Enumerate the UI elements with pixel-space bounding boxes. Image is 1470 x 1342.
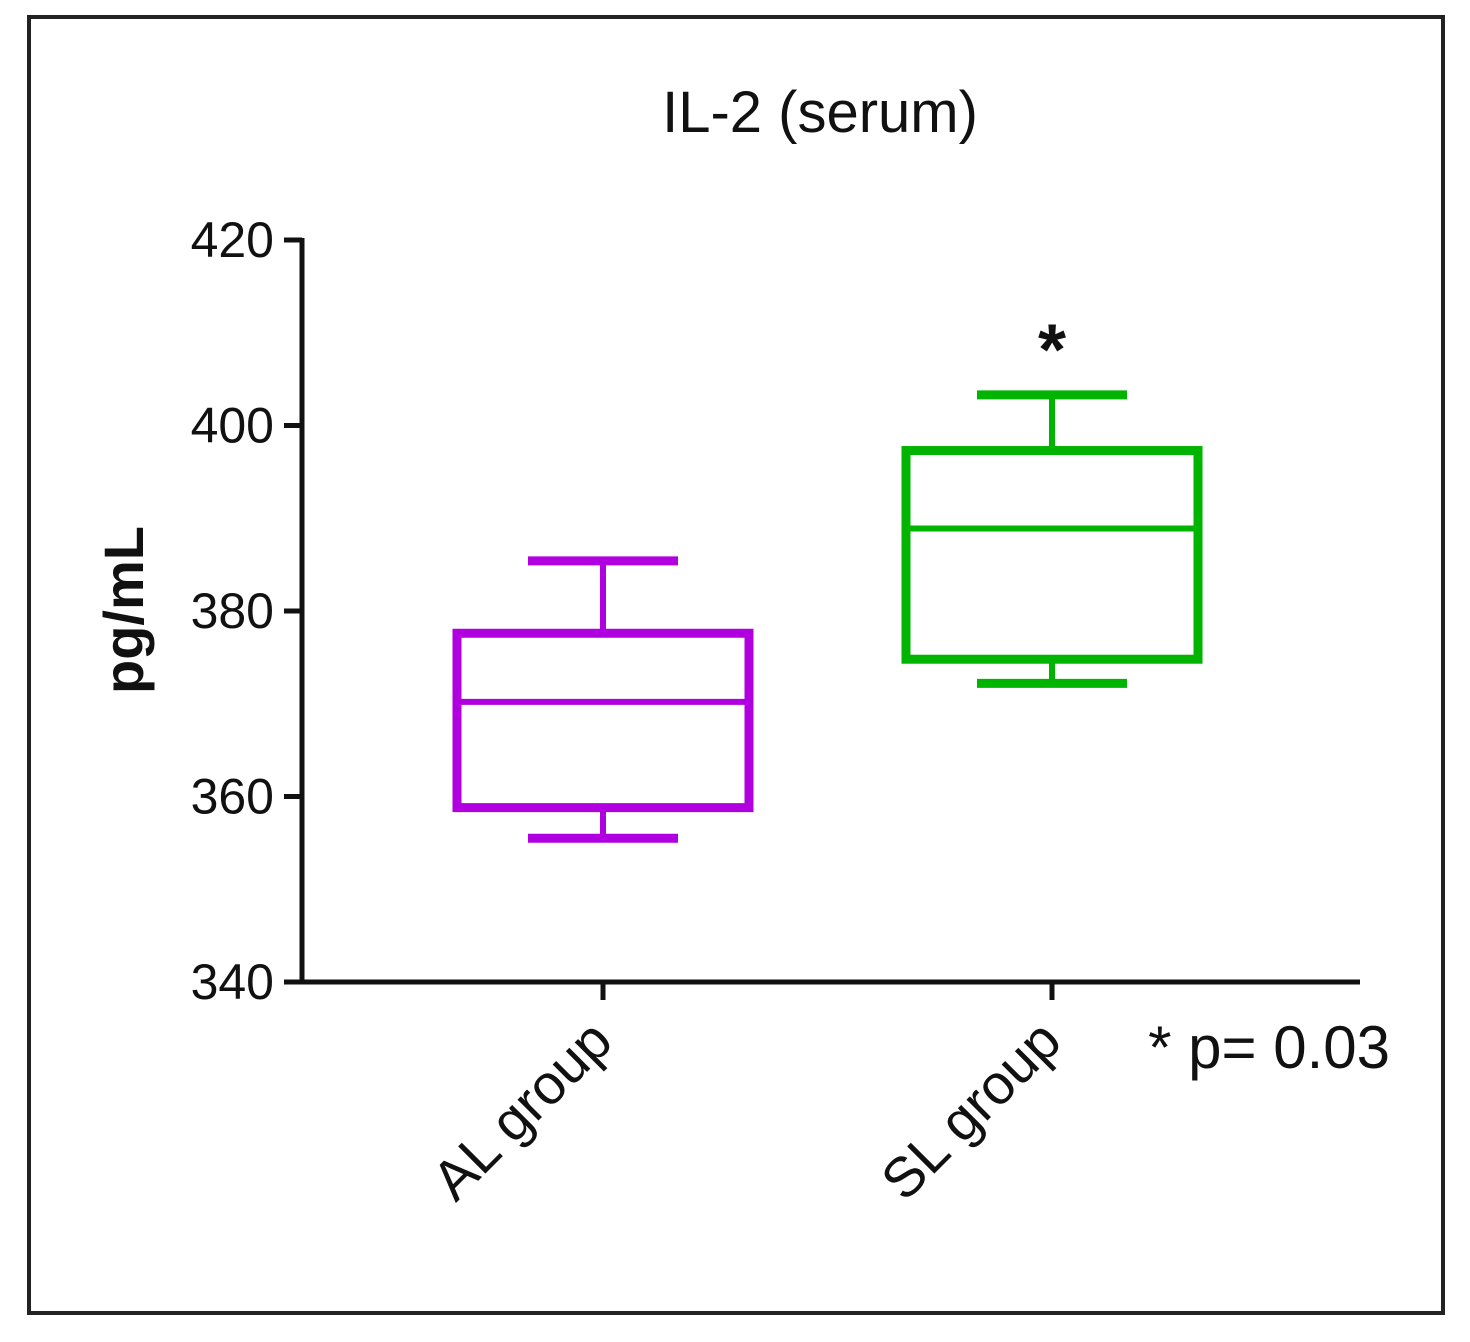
x-tick-label: SL group [869,1008,1073,1212]
chart-frame [27,15,1445,1315]
y-tick-label: 400 [191,398,274,454]
x-tick-label: AL group [420,1008,624,1212]
significance-star: * [1038,310,1066,390]
y-tick-label: 420 [191,212,274,268]
y-tick-label: 360 [191,769,274,825]
chart-title: IL-2 (serum) [662,80,978,145]
box-series [452,390,1203,843]
box-al-group [452,556,754,843]
box-iqr [452,628,754,813]
box-sl-group [901,390,1203,688]
y-tick-label: 380 [191,583,274,639]
box-iqr [901,446,1203,664]
p-value-note: * p= 0.03 [1148,1014,1390,1081]
annotations: * * p= 0.03 [1038,310,1390,1081]
y-tick-label: 340 [191,954,274,1010]
y-axis-label: pg/mL [92,526,155,694]
